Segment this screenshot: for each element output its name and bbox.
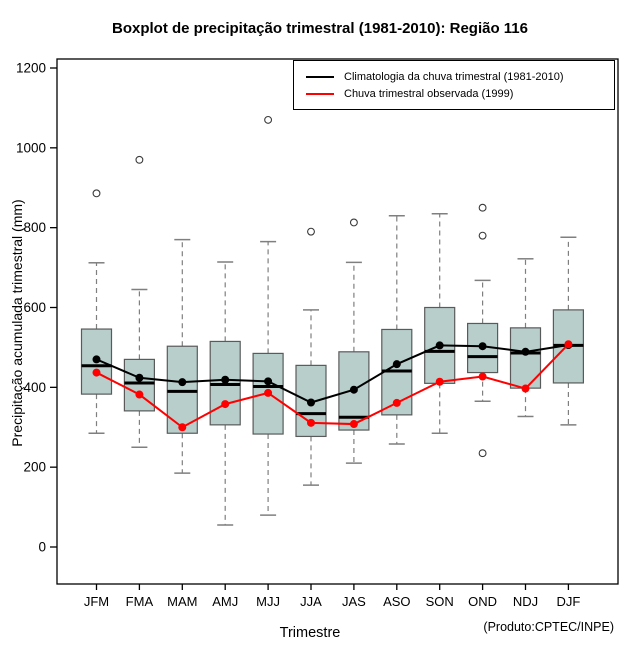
boxplot-AMJ bbox=[209, 261, 241, 526]
outlier-point bbox=[264, 115, 273, 124]
climatology-point bbox=[264, 377, 273, 386]
source-note: (Produto:CPTEC/INPE) bbox=[483, 620, 614, 634]
observed-point bbox=[307, 418, 315, 427]
climatology-point bbox=[178, 378, 187, 387]
climatology-line-sample bbox=[306, 75, 334, 78]
observed-point bbox=[264, 388, 273, 397]
outlier-point bbox=[478, 449, 487, 458]
y-tick-label: 600 bbox=[23, 300, 46, 315]
y-tick-label: 400 bbox=[23, 380, 46, 395]
outlier-point bbox=[135, 155, 144, 164]
observed-point bbox=[178, 423, 187, 432]
plot-border bbox=[56, 58, 619, 585]
observed-point bbox=[92, 368, 101, 377]
boxplot-DJF bbox=[552, 236, 585, 426]
y-tick-label: 1200 bbox=[16, 60, 46, 75]
y-tick-label: 200 bbox=[23, 460, 46, 475]
climatology-point bbox=[135, 373, 144, 382]
outlier-point bbox=[478, 203, 487, 212]
chart-title: Boxplot de precipitação trimestral (1981… bbox=[112, 20, 528, 37]
climatology-line bbox=[96, 344, 569, 404]
y-tick-label: 0 bbox=[38, 540, 46, 555]
outlier-point bbox=[307, 227, 315, 236]
boxplot-MJJ bbox=[252, 115, 284, 516]
legend-item-climatology: Climatologia da chuva trimestral (1981-2… bbox=[294, 71, 614, 83]
boxplot-MAM bbox=[166, 238, 198, 474]
observed-point bbox=[435, 377, 444, 386]
y-tick-label: 1000 bbox=[16, 140, 46, 155]
climatology-point bbox=[92, 355, 101, 364]
legend-label-observed: Chuva trimestral observada (1999) bbox=[344, 87, 514, 100]
boxplot-JFM bbox=[80, 189, 113, 434]
x-tick-label: SON bbox=[426, 594, 454, 609]
outlier-point bbox=[478, 231, 487, 240]
climatology-point bbox=[221, 375, 230, 384]
observed-point bbox=[392, 398, 401, 407]
x-axis-title: Trimestre bbox=[279, 625, 341, 641]
outlier-point bbox=[92, 189, 101, 198]
x-tick-label: JJA bbox=[300, 594, 322, 609]
x-tick-label: DJF bbox=[556, 594, 580, 609]
x-tick-label: ASO bbox=[383, 594, 410, 609]
boxplot-OND bbox=[467, 203, 499, 458]
legend-item-observed: Chuva trimestral observada (1999) bbox=[294, 88, 614, 100]
observed-line bbox=[96, 343, 570, 429]
observed-point bbox=[478, 372, 487, 381]
x-tick-label: FMA bbox=[126, 594, 154, 609]
x-tick-label: AMJ bbox=[212, 594, 238, 609]
climatology-point bbox=[307, 398, 315, 407]
boxplot-NDJ bbox=[509, 258, 542, 418]
climatology-point bbox=[478, 342, 487, 351]
boxplot-JJA bbox=[295, 227, 327, 486]
observed-point bbox=[349, 420, 358, 429]
x-tick-label: OND bbox=[468, 594, 497, 609]
x-tick-label: MAM bbox=[167, 594, 197, 609]
observed-line-sample bbox=[306, 92, 334, 95]
outlier-point bbox=[349, 218, 358, 227]
observed-point bbox=[521, 384, 530, 393]
observed-point bbox=[221, 400, 230, 409]
x-tick-label: JAS bbox=[342, 594, 366, 609]
x-tick-label: MJJ bbox=[256, 594, 280, 609]
climatology-point bbox=[349, 385, 358, 394]
climatology-point bbox=[392, 360, 401, 369]
x-tick-label: JFM bbox=[84, 594, 109, 609]
climatology-point bbox=[435, 341, 444, 350]
legend-label-climatology: Climatologia da chuva trimestral (1981-2… bbox=[344, 70, 564, 83]
observed-point bbox=[135, 390, 144, 399]
y-axis-title: Precipitação acumulada trimestral (mm) bbox=[9, 199, 25, 447]
climatology-point bbox=[521, 347, 530, 356]
boxplot-SON bbox=[424, 212, 456, 434]
observed-point bbox=[564, 340, 573, 349]
legend-box: Climatologia da chuva trimestral (1981-2… bbox=[293, 60, 615, 110]
y-tick-label: 800 bbox=[23, 220, 46, 235]
x-tick-label: NDJ bbox=[513, 594, 538, 609]
boxplot-ASO bbox=[381, 214, 413, 445]
